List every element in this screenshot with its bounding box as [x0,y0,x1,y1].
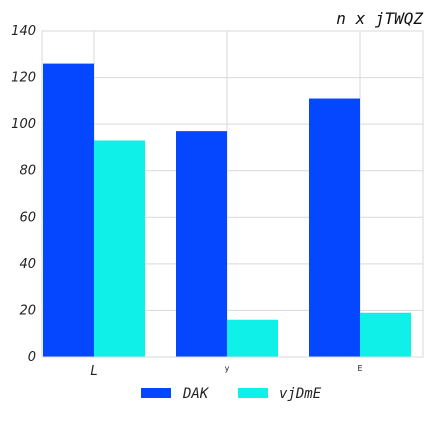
y-tick-label: 120 [11,71,36,86]
legend-swatch [238,388,268,398]
x-tick-label: L [90,364,97,379]
bar-vjDmE-L [94,140,145,357]
y-tick-label: 100 [11,117,36,132]
bar-vjDmE-E [360,312,411,357]
y-tick-label: 140 [11,24,36,39]
y-tick-label: 80 [19,164,36,179]
x-tick-label: E [357,364,362,373]
y-tick-label: 20 [19,303,36,318]
y-tick-label: 60 [19,210,36,225]
bars [43,63,411,358]
legend-swatch [141,388,171,398]
y-tick-label: 40 [19,257,36,272]
plot-frame [41,30,424,358]
bar-DAK-L [43,63,94,357]
y-axis-ticks: 0 20 40 60 80 100 120 140 [11,24,36,365]
y-tick-label: 0 [28,350,36,365]
chart-title: n x jTWQZ [336,9,423,28]
bar-DAK-y [176,131,227,357]
legend-label: DAK [182,386,210,402]
x-tick-label: y [225,364,230,373]
bar-vjDmE-y [227,319,278,357]
legend-label: vjDmE [279,386,322,402]
bar-DAK-E [309,98,360,358]
legend: DAK vjDmE [141,386,322,402]
